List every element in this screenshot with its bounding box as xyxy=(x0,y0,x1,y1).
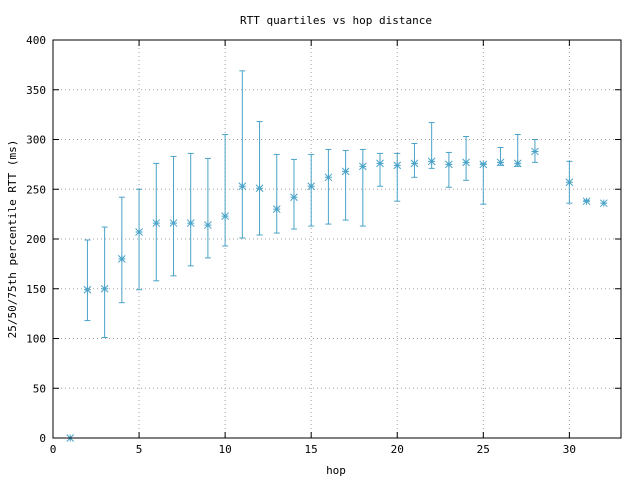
y-tick-label: 150 xyxy=(26,283,46,296)
median-marker xyxy=(186,219,195,227)
y-tick-label: 100 xyxy=(26,333,46,346)
median-marker xyxy=(599,199,608,208)
data-point xyxy=(341,149,350,221)
median-marker xyxy=(290,193,298,202)
data-point xyxy=(479,160,488,205)
median-marker xyxy=(83,285,92,294)
y-tick-label: 300 xyxy=(26,134,46,147)
y-tick-label: 400 xyxy=(26,34,46,47)
x-tick-label: 10 xyxy=(218,443,231,456)
x-tick-label: 25 xyxy=(477,443,490,456)
chart-title: RTT quartiles vs hop distance xyxy=(240,14,432,27)
median-marker xyxy=(169,219,178,227)
median-marker xyxy=(445,160,453,169)
grid xyxy=(53,40,621,438)
median-marker xyxy=(272,205,281,214)
data-point xyxy=(83,239,92,322)
data-point xyxy=(565,160,574,204)
data-point xyxy=(324,148,333,225)
data-point xyxy=(462,136,470,181)
data-point xyxy=(204,157,212,259)
data-point xyxy=(100,226,109,339)
median-marker xyxy=(496,158,505,167)
y-tick-label: 50 xyxy=(33,382,46,395)
median-marker xyxy=(376,159,384,168)
data-point xyxy=(152,162,161,282)
data-point xyxy=(445,151,453,188)
data-point xyxy=(582,197,591,206)
y-tick-label: 250 xyxy=(26,183,46,196)
data-point xyxy=(513,134,522,168)
y-axis-label: 25/50/75th percentile RTT (ms) xyxy=(6,140,19,339)
median-marker xyxy=(204,221,212,229)
median-marker xyxy=(341,167,350,176)
y-tick-label: 200 xyxy=(26,233,46,246)
data-point xyxy=(135,188,143,291)
x-tick-label: 5 xyxy=(136,443,143,456)
median-marker xyxy=(255,184,264,193)
median-marker xyxy=(117,255,126,263)
series-rtt xyxy=(66,70,608,442)
data-point xyxy=(221,134,229,247)
data-point xyxy=(531,139,539,163)
data-point xyxy=(186,152,195,267)
median-marker xyxy=(238,182,247,191)
median-marker xyxy=(427,157,436,166)
data-point xyxy=(290,158,298,230)
data-point xyxy=(427,122,436,169)
median-marker xyxy=(307,182,316,191)
median-marker xyxy=(410,159,419,168)
median-marker xyxy=(393,161,402,170)
data-point xyxy=(169,155,178,277)
data-point xyxy=(358,148,367,227)
data-point xyxy=(117,196,126,304)
data-point xyxy=(393,152,402,202)
data-point xyxy=(599,199,608,208)
median-marker xyxy=(358,162,367,171)
median-marker xyxy=(100,284,109,293)
median-marker xyxy=(324,173,333,182)
x-axis-label: hop xyxy=(326,464,346,477)
data-point xyxy=(238,70,247,239)
x-tick-label: 30 xyxy=(563,443,576,456)
y-tick-label: 0 xyxy=(39,432,46,445)
median-marker xyxy=(152,219,161,227)
median-marker xyxy=(479,160,488,169)
data-point xyxy=(307,153,316,227)
median-marker xyxy=(565,178,574,187)
data-point xyxy=(272,153,281,234)
axis-ticks: 0 50 100 150 200 250 300 350 400 0 5 10 15 20 25 30 xyxy=(26,34,621,456)
data-point xyxy=(376,152,384,187)
x-tick-label: 15 xyxy=(305,443,318,456)
median-marker xyxy=(582,197,591,206)
data-point xyxy=(410,142,419,178)
median-marker xyxy=(462,158,470,167)
y-tick-label: 350 xyxy=(26,84,46,97)
median-marker xyxy=(221,212,229,220)
x-tick-label: 0 xyxy=(50,443,57,456)
data-point xyxy=(255,121,264,236)
median-marker xyxy=(135,228,143,236)
median-marker xyxy=(531,147,539,156)
data-point xyxy=(496,146,505,167)
median-marker xyxy=(513,159,522,168)
x-tick-label: 20 xyxy=(391,443,404,456)
